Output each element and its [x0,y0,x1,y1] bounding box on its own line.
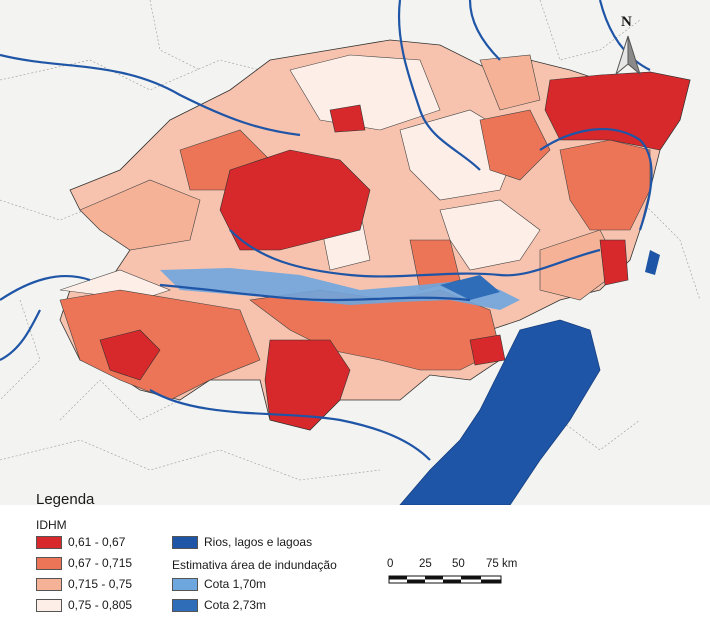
idhm-medium-light-areas [79,54,621,301]
legend-swatch-flood-1 [172,578,198,591]
legend-swatch-class-4 [36,599,62,612]
legend-label-class-2: 0,67 - 0,715 [68,556,133,570]
legend-panel: Legenda IDHM 0,61 - 0,67 0,67 - 0,715 0,… [0,491,710,632]
idhm-medium-areas [59,109,651,401]
rivers [0,0,653,461]
scale-bar [388,575,502,584]
north-arrow-icon [615,35,641,76]
legend-label-flood-1: Cota 1,70m [204,577,267,591]
legend-swatch-class-3 [36,578,62,591]
small-lake [645,250,660,275]
map-canvas[interactable]: N [0,0,710,506]
scale-tick-1: 25 [419,558,432,570]
legend-flood-title: Estimativa área de indundação [172,558,337,572]
legend-label-class-3: 0,715 - 0,75 [68,577,133,591]
north-label: N [621,14,632,30]
legend-label-class-1: 0,61 - 0,67 [68,535,126,549]
map-svg [0,0,701,506]
scale-tick-2: 50 [452,558,465,570]
legend-title: Legenda [36,491,95,508]
outer-boundaries [0,0,701,481]
flood-areas [160,268,520,310]
scale-tick-3: 75 km [486,558,518,570]
legend-label-water: Rios, lagos e lagoas [204,535,313,549]
legend-idhm-title: IDHM [36,518,67,532]
legend-label-class-4: 0,75 - 0,805 [68,598,133,612]
legend-swatch-flood-2 [172,599,198,612]
legend-swatch-class-2 [36,557,62,570]
legend-swatch-water [172,536,198,549]
idhm-dark-areas [99,71,691,431]
scale-tick-0: 0 [387,558,394,570]
legend-swatch-class-1 [36,536,62,549]
legend-label-flood-2: Cota 2,73m [204,598,267,612]
